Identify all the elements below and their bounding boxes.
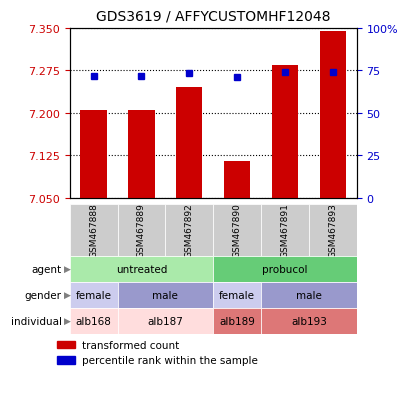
Bar (57, 341, 75, 349)
Bar (128, 111, 154, 198)
Text: individual: individual (11, 316, 61, 326)
Bar (223, 161, 249, 198)
Bar (213, 256, 356, 282)
Text: probucol: probucol (262, 264, 307, 274)
Text: GSM467889: GSM467889 (137, 203, 146, 258)
Text: alb187: alb187 (147, 316, 183, 326)
Text: gender: gender (25, 290, 61, 300)
Text: GSM467888: GSM467888 (89, 203, 98, 258)
Bar (213, 282, 261, 308)
Text: ▶: ▶ (63, 317, 70, 325)
Bar (261, 308, 356, 334)
Text: GSM467892: GSM467892 (184, 203, 193, 258)
Bar (70, 308, 117, 334)
Text: ▶: ▶ (63, 291, 70, 299)
Text: male: male (152, 290, 178, 300)
Bar (176, 88, 202, 198)
Bar (165, 204, 213, 256)
Text: alb168: alb168 (76, 316, 111, 326)
Bar (261, 204, 308, 256)
Bar (308, 204, 356, 256)
Text: male: male (295, 290, 321, 300)
Bar (319, 32, 345, 198)
Bar (117, 204, 165, 256)
Bar (70, 282, 117, 308)
Text: alb189: alb189 (219, 316, 254, 326)
Text: agent: agent (31, 264, 61, 274)
Text: female: female (75, 290, 111, 300)
Bar (213, 204, 261, 256)
Text: GSM467890: GSM467890 (232, 203, 241, 258)
Text: untreated: untreated (115, 264, 167, 274)
Text: percentile rank within the sample: percentile rank within the sample (82, 355, 257, 365)
Text: GSM467893: GSM467893 (328, 203, 337, 258)
Title: GDS3619 / AFFYCUSTOMHF12048: GDS3619 / AFFYCUSTOMHF12048 (96, 9, 330, 24)
Bar (70, 204, 117, 256)
Text: female: female (218, 290, 254, 300)
Bar (117, 308, 213, 334)
Text: transformed count: transformed count (82, 340, 179, 350)
Bar (70, 256, 213, 282)
Bar (261, 282, 356, 308)
Bar (117, 282, 213, 308)
Bar (57, 356, 75, 364)
Bar (271, 66, 297, 198)
Bar (80, 111, 106, 198)
Text: ▶: ▶ (63, 265, 70, 273)
Text: alb193: alb193 (290, 316, 326, 326)
Bar (213, 308, 261, 334)
Text: GSM467891: GSM467891 (280, 203, 289, 258)
